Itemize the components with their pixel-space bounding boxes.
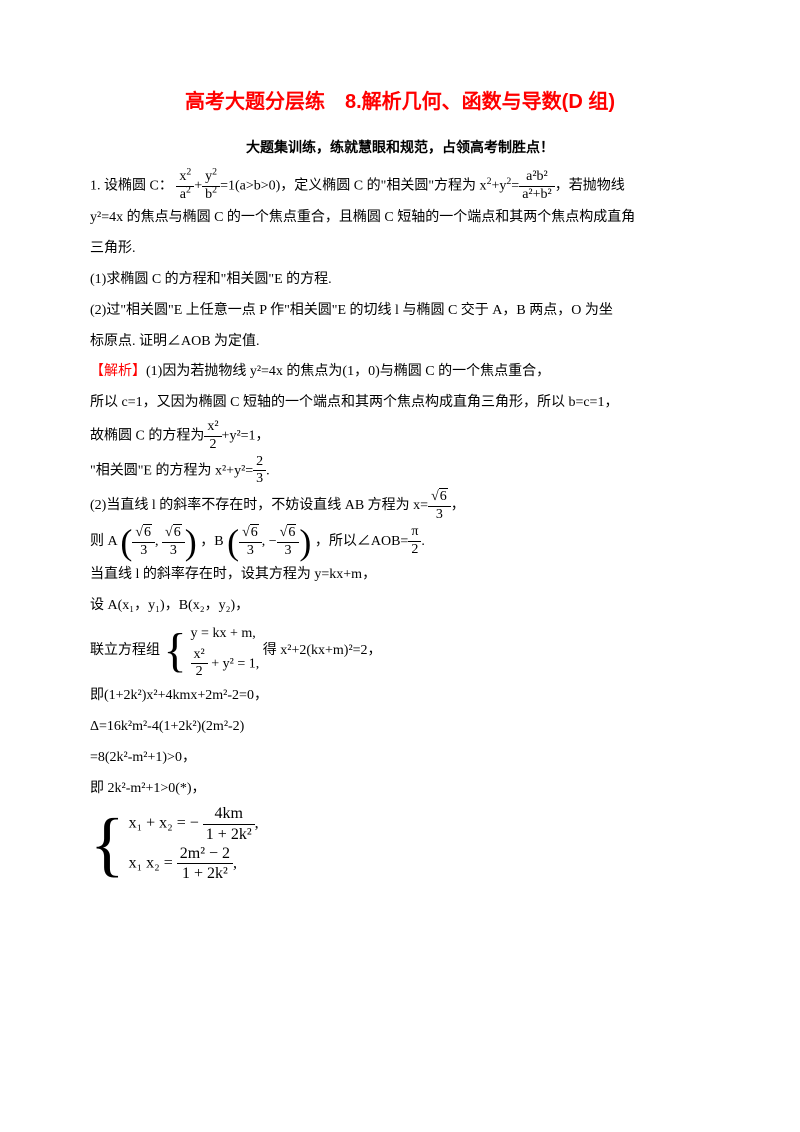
text: = xyxy=(511,178,519,193)
solution-line-1: 【解析】(1)因为若抛物线 y²=4x 的焦点为(1，0)与椭圆 C 的一个焦点… xyxy=(90,357,710,388)
text: . xyxy=(421,534,425,549)
solution-line-4: "相关圆"E 的方程为 x²+y²= 2 3 . xyxy=(90,454,710,489)
point-b: ( √63 , − √63 ) xyxy=(227,524,311,560)
fraction-y2-b2: y2 b2 xyxy=(202,169,220,204)
text: 得 x²+2(kx+m)²=2， xyxy=(263,643,382,658)
equation-system-2: { x₁ + x₂ = − 4km1 + 2k², x₁ x₂ = 2m² − … xyxy=(90,804,259,883)
solution-line-14: { x₁ + x₂ = − 4km1 + 2k², x₁ x₂ = 2m² − … xyxy=(90,804,710,883)
text: . xyxy=(266,463,270,478)
text: 1. 设椭圆 C： xyxy=(90,178,173,193)
text: "相关圆"E 的方程为 x²+y²= xyxy=(90,463,253,478)
solution-line-6: 则 A ( √63 , √63 ) ，B ( √63 , − √63 ) ，所以… xyxy=(90,524,710,560)
problem-line-3: 三角形. xyxy=(90,234,710,265)
text: 故椭圆 C 的方程为 xyxy=(90,428,204,443)
solution-line-5: (2)当直线 l 的斜率不存在时，不妨设直线 AB 方程为 x= √6 3 ， xyxy=(90,488,710,524)
solution-label: 【解析】 xyxy=(90,364,146,379)
solution-line-12: =8(2k²-m²+1)>0， xyxy=(90,743,710,774)
solution-line-7: 当直线 l 的斜率存在时，设其方程为 y=kx+m， xyxy=(90,560,710,591)
text: +y xyxy=(491,178,506,193)
solution-line-9: 联立方程组 { y = kx + m, x²2 + y² = 1, 得 x²+2… xyxy=(90,621,710,681)
problem-line-2: y²=4x 的焦点与椭圆 C 的一个焦点重合，且椭圆 C 短轴的一个端点和其两个… xyxy=(90,203,710,234)
text: ，若抛物线 xyxy=(555,178,625,193)
page-title: 高考大题分层练 8.解析几何、函数与导数(D 组) xyxy=(90,80,710,124)
page-subtitle: 大题集训练，练就慧眼和规范，占领高考制胜点！ xyxy=(90,132,710,163)
text: ， xyxy=(451,498,465,513)
fraction-2-3: 2 3 xyxy=(253,454,266,489)
text: 联立方程组 xyxy=(90,643,160,658)
fraction-sqrt6-3: √6 3 xyxy=(428,488,451,524)
solution-line-13: 即 2k²-m²+1>0(*)， xyxy=(90,774,710,805)
text: ，所以∠AOB= xyxy=(315,534,408,549)
text: =1(a>b>0)，定义椭圆 C 的"相关圆"方程为 x xyxy=(220,178,487,193)
text: 则 A xyxy=(90,534,117,549)
solution-line-2: 所以 c=1，又因为椭圆 C 短轴的一个端点和其两个焦点构成直角三角形，所以 b… xyxy=(90,388,710,419)
fraction-a2b2: a²b² a²+b² xyxy=(519,169,555,204)
fraction-pi-2: π 2 xyxy=(408,524,421,559)
fraction-x2-a2: x2 a2 xyxy=(176,169,194,204)
fraction-x2-2: x² 2 xyxy=(204,419,221,454)
solution-line-8: 设 A(x₁，y₁)，B(x₂，y₂)， xyxy=(90,591,710,622)
problem-line-4: (1)求椭圆 C 的方程和"相关圆"E 的方程. xyxy=(90,265,710,296)
problem-line-1: 1. 设椭圆 C： x2 a2 + y2 b2 =1(a>b>0)，定义椭圆 C… xyxy=(90,169,710,204)
text: ，B xyxy=(200,534,223,549)
solution-line-10: 即(1+2k²)x²+4kmx+2m²-2=0， xyxy=(90,681,710,712)
text: (2)当直线 l 的斜率不存在时，不妨设直线 AB 方程为 x= xyxy=(90,498,428,513)
text: +y²=1， xyxy=(222,428,270,443)
document-page: 高考大题分层练 8.解析几何、函数与导数(D 组) 大题集训练，练就慧眼和规范，… xyxy=(0,0,800,923)
problem-line-6: 标原点. 证明∠AOB 为定值. xyxy=(90,327,710,358)
text: (1)因为若抛物线 y²=4x 的焦点为(1，0)与椭圆 C 的一个焦点重合， xyxy=(146,364,550,379)
point-a: ( √63 , √63 ) xyxy=(120,524,196,560)
equation-system-1: { y = kx + m, x²2 + y² = 1, xyxy=(164,621,260,681)
solution-line-11: Δ=16k²m²-4(1+2k²)(2m²-2) xyxy=(90,712,710,743)
problem-line-5: (2)过"相关圆"E 上任意一点 P 作"相关圆"E 的切线 l 与椭圆 C 交… xyxy=(90,296,710,327)
solution-line-3: 故椭圆 C 的方程为 x² 2 +y²=1， xyxy=(90,419,710,454)
